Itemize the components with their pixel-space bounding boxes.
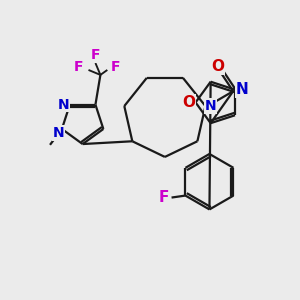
Text: N: N bbox=[205, 99, 216, 113]
Text: F: F bbox=[110, 60, 120, 74]
Text: N: N bbox=[236, 82, 248, 97]
Text: F: F bbox=[91, 48, 100, 62]
Text: N: N bbox=[53, 126, 65, 140]
Text: F: F bbox=[158, 190, 169, 205]
Text: N: N bbox=[58, 98, 70, 112]
Text: O: O bbox=[182, 95, 195, 110]
Text: F: F bbox=[74, 60, 83, 74]
Text: O: O bbox=[211, 59, 224, 74]
